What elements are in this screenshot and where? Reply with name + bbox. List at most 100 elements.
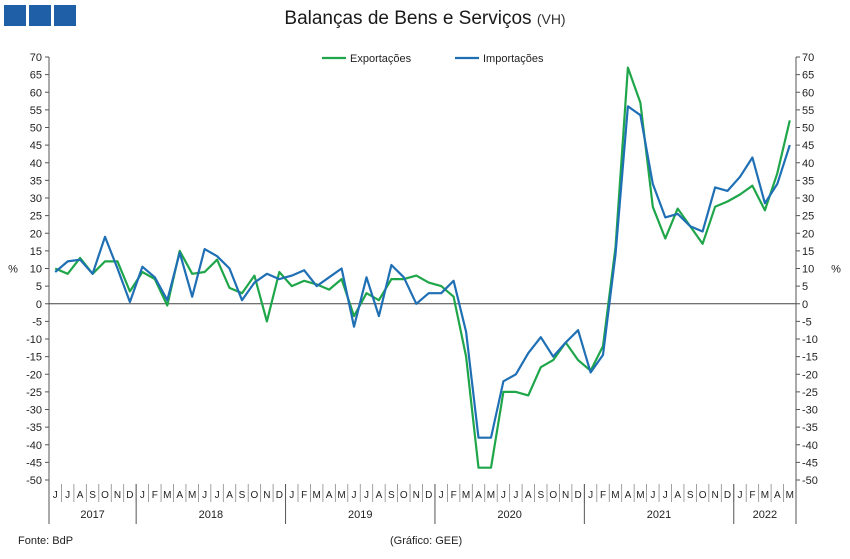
y-tick-label-right: -10 (802, 334, 818, 346)
chart-subtitle: (VH) (536, 11, 566, 27)
y-tick-label-left: -50 (26, 475, 42, 487)
y-tick-label-right: 0 (802, 299, 808, 311)
x-month-label: J (140, 490, 145, 501)
y-tick-label-left: 20 (30, 228, 42, 240)
y-tick-label-left: 15 (30, 246, 42, 258)
y-tick-label-left: 5 (36, 281, 42, 293)
y-tick-label-left: 70 (30, 52, 42, 64)
x-month-label: N (263, 490, 270, 501)
legend-label: Importações (483, 53, 544, 65)
y-tick-label-right: 10 (802, 264, 814, 276)
y-tick-label-right: 20 (802, 228, 814, 240)
x-month-label: J (737, 490, 742, 501)
x-month-label: D (276, 490, 283, 501)
x-month-label: F (301, 490, 307, 501)
x-month-label: S (239, 490, 246, 501)
logo-block (29, 5, 51, 26)
x-month-label: D (724, 490, 731, 501)
x-month-label: M (163, 490, 171, 501)
x-month-label: J (65, 490, 70, 501)
x-month-label: F (451, 490, 457, 501)
x-month-label: J (650, 490, 655, 501)
credit-note: (Gráfico: GEE) (390, 535, 463, 547)
x-month-label: A (77, 490, 84, 501)
x-month-label: F (152, 490, 158, 501)
x-month-label: O (699, 490, 707, 501)
x-month-label: F (600, 490, 606, 501)
y-tick-label-left: -20 (26, 369, 42, 381)
y-tick-label-left: -15 (26, 352, 42, 364)
legend-label: Exportações (350, 53, 412, 65)
x-month-label: D (575, 490, 582, 501)
y-tick-label-left: 40 (30, 158, 42, 170)
y-tick-label-right: 40 (802, 158, 814, 170)
y-tick-label-left: -25 (26, 387, 42, 399)
y-tick-label-left: 25 (30, 211, 42, 223)
y-tick-label-left: 65 (30, 70, 42, 82)
logo-block (54, 5, 76, 26)
x-year-label: 2019 (348, 509, 372, 521)
y-tick-label-right: 50 (802, 123, 814, 135)
x-month-label: O (549, 490, 557, 501)
y-tick-label-right: -25 (802, 387, 818, 399)
y-tick-label-left: -10 (26, 334, 42, 346)
chart-title-text: Balanças de Bens e Serviços (284, 8, 532, 29)
y-tick-label-right: -30 (802, 405, 818, 417)
x-month-label: S (537, 490, 544, 501)
x-year-label: 2018 (199, 509, 223, 521)
x-month-label: N (711, 490, 718, 501)
x-month-label: M (313, 490, 321, 501)
y-axis-label-left: % (8, 264, 18, 276)
y-axis-label-right: % (831, 264, 841, 276)
y-tick-label-right: 25 (802, 211, 814, 223)
y-tick-label-left: -30 (26, 405, 42, 417)
x-month-label: A (774, 490, 781, 501)
x-month-label: J (663, 490, 668, 501)
x-year-label: 2021 (647, 509, 671, 521)
x-month-label: J (289, 490, 294, 501)
x-month-label: M (761, 490, 769, 501)
source-note: Fonte: BdP (18, 535, 74, 547)
y-tick-label-right: 35 (802, 175, 814, 187)
x-month-label: J (215, 490, 220, 501)
y-tick-label-right: -35 (802, 422, 818, 434)
x-month-label: N (562, 490, 569, 501)
x-month-label: F (749, 490, 755, 501)
y-tick-label-left: -35 (26, 422, 42, 434)
x-year-label: 2017 (80, 509, 104, 521)
x-month-label: A (525, 490, 532, 501)
x-month-label: J (439, 490, 444, 501)
y-tick-label-right: 5 (802, 281, 808, 293)
x-month-label: O (251, 490, 259, 501)
x-month-label: J (53, 490, 58, 501)
chart-title: Balanças de Bens e Serviços (VH) (0, 8, 850, 30)
x-month-label: M (786, 490, 794, 501)
y-tick-label-right: -40 (802, 440, 818, 452)
y-tick-label-right: 30 (802, 193, 814, 205)
x-year-label: 2022 (753, 509, 777, 521)
y-tick-label-left: -40 (26, 440, 42, 452)
y-tick-label-left: 45 (30, 140, 42, 152)
x-month-label: A (625, 490, 632, 501)
x-month-label: J (501, 490, 506, 501)
y-tick-label-right: 70 (802, 52, 814, 64)
x-month-label: D (425, 490, 432, 501)
x-month-label: S (89, 490, 96, 501)
series-line-exportacoes (54, 66, 791, 469)
logo (4, 5, 76, 26)
x-month-label: N (413, 490, 420, 501)
x-month-label: M (636, 490, 644, 501)
x-month-label: J (202, 490, 207, 501)
x-month-label: M (487, 490, 495, 501)
x-month-label: N (114, 490, 121, 501)
y-tick-label-left: 30 (30, 193, 42, 205)
y-tick-label-left: -5 (32, 316, 42, 328)
y-tick-label-left: 50 (30, 123, 42, 135)
y-tick-label-right: -50 (802, 475, 818, 487)
x-month-label: J (352, 490, 357, 501)
y-tick-label-right: 55 (802, 105, 814, 117)
logo-block (4, 5, 26, 26)
y-tick-label-right: -45 (802, 457, 818, 469)
x-year-label: 2020 (497, 509, 521, 521)
